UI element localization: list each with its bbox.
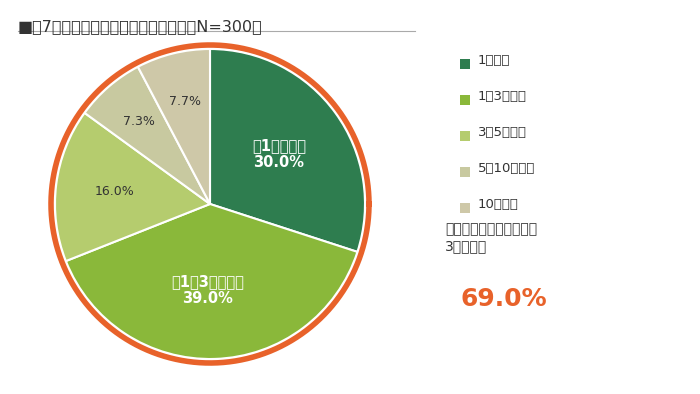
Text: 1～3年未満: 1～3年未満 [478, 89, 527, 102]
Wedge shape [66, 204, 358, 359]
FancyBboxPatch shape [460, 95, 470, 105]
Text: 39.0%: 39.0% [182, 291, 233, 306]
Text: 30.0%: 30.0% [253, 155, 304, 170]
Text: 16.0%: 16.0% [94, 186, 134, 199]
FancyBboxPatch shape [460, 167, 470, 177]
Text: 「家庭菜園の継続期間は: 「家庭菜園の継続期間は [445, 222, 537, 236]
Text: 3年未満」: 3年未満」 [445, 239, 487, 253]
Text: 69.0%: 69.0% [460, 287, 547, 311]
Wedge shape [138, 49, 210, 204]
Text: 5～10年未満: 5～10年未満 [478, 162, 536, 175]
Wedge shape [85, 67, 210, 204]
Text: 10年以上: 10年以上 [478, 197, 519, 210]
Text: 7.7%: 7.7% [169, 95, 201, 108]
Text: 7.3%: 7.3% [123, 115, 155, 128]
Wedge shape [55, 113, 210, 261]
FancyBboxPatch shape [460, 59, 470, 69]
Text: ■図7「家庭菜園の継続年数」（全体　N=300）: ■図7「家庭菜園の継続年数」（全体 N=300） [18, 19, 262, 34]
Text: 3～5年未満: 3～5年未満 [478, 126, 527, 139]
FancyBboxPatch shape [460, 131, 470, 141]
FancyBboxPatch shape [460, 203, 470, 213]
Text: 「1～3年未満」: 「1～3年未満」 [172, 274, 244, 289]
Wedge shape [210, 49, 365, 252]
Text: 1年未満: 1年未満 [478, 54, 510, 67]
Text: 「1年未満」: 「1年未満」 [252, 138, 306, 153]
